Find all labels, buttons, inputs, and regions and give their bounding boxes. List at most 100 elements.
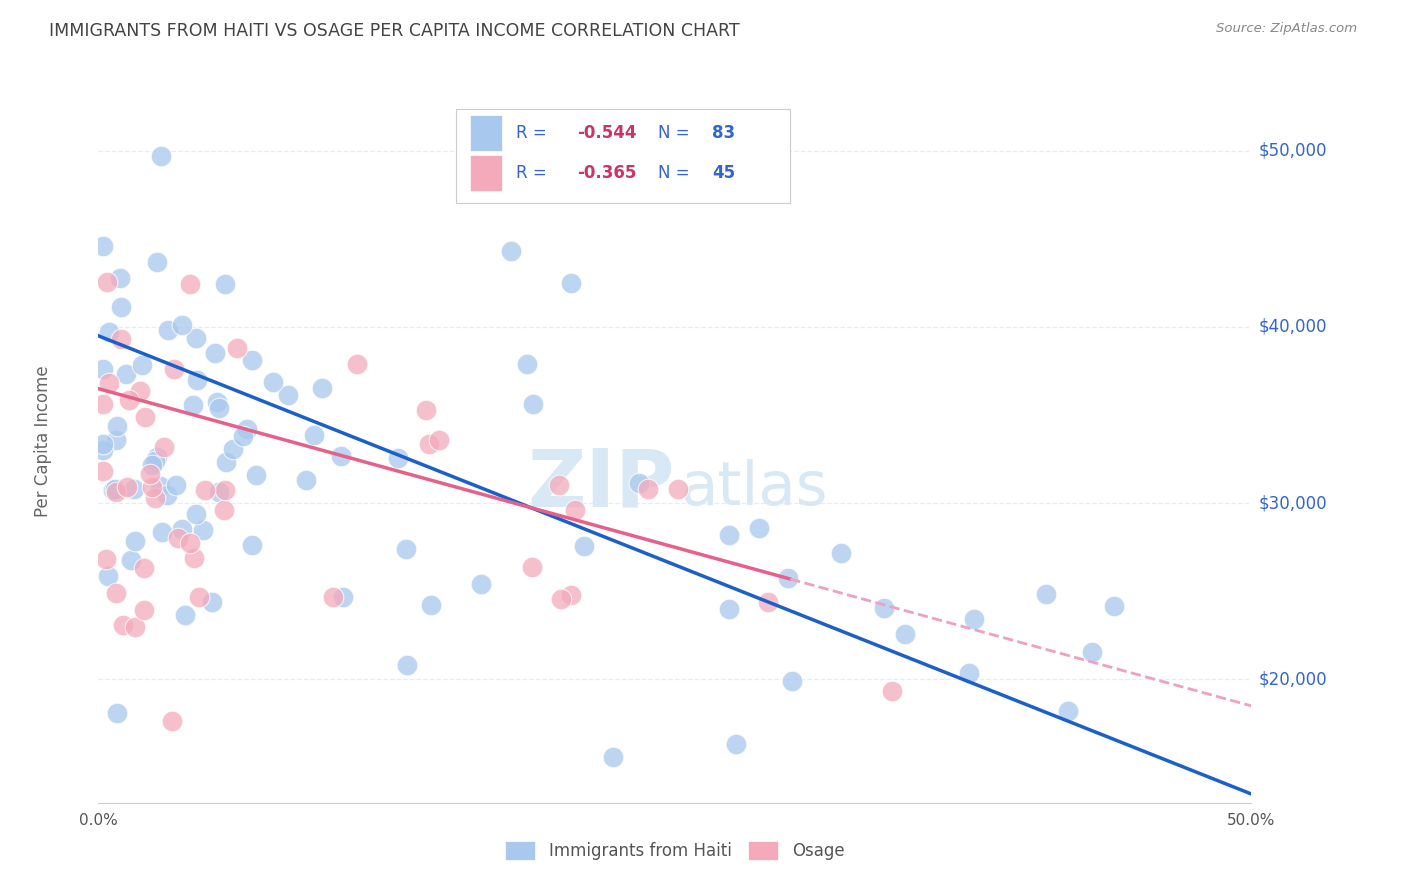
Point bbox=[724, 737, 747, 751]
Text: R =: R = bbox=[516, 164, 551, 182]
Point bbox=[418, 437, 440, 451]
Point bbox=[172, 522, 194, 536]
Point bbox=[204, 346, 226, 360]
Point bbox=[277, 388, 299, 402]
Point bbox=[91, 436, 114, 450]
Point bbox=[191, 523, 214, 537]
Point bbox=[150, 525, 173, 540]
Point bbox=[346, 357, 368, 371]
Point bbox=[139, 467, 162, 481]
Text: atlas: atlas bbox=[681, 459, 828, 518]
Point bbox=[167, 531, 190, 545]
FancyBboxPatch shape bbox=[456, 109, 790, 203]
Point bbox=[1035, 587, 1057, 601]
Point bbox=[160, 714, 183, 729]
Point bbox=[232, 428, 254, 442]
Point bbox=[118, 392, 141, 407]
Point bbox=[143, 491, 166, 505]
Point bbox=[873, 601, 896, 615]
Point bbox=[97, 569, 120, 583]
Point bbox=[153, 440, 176, 454]
Text: $50,000: $50,000 bbox=[1258, 142, 1327, 160]
Point bbox=[205, 395, 228, 409]
Point bbox=[717, 601, 740, 615]
Point bbox=[170, 318, 193, 332]
Point bbox=[157, 323, 180, 337]
Point bbox=[162, 362, 184, 376]
Point bbox=[98, 376, 121, 390]
Point bbox=[560, 276, 582, 290]
Point bbox=[214, 503, 236, 517]
Point bbox=[295, 473, 318, 487]
Point bbox=[756, 595, 779, 609]
Point bbox=[183, 550, 205, 565]
Point bbox=[572, 540, 595, 554]
Point bbox=[548, 478, 571, 492]
Point bbox=[957, 666, 980, 681]
Point bbox=[520, 560, 543, 574]
Point bbox=[963, 612, 986, 626]
Point bbox=[186, 331, 208, 345]
Point bbox=[174, 607, 197, 622]
Point bbox=[194, 483, 217, 497]
Point bbox=[103, 483, 125, 497]
Point bbox=[395, 657, 418, 672]
Point bbox=[96, 275, 118, 289]
Point bbox=[602, 750, 624, 764]
Point bbox=[141, 480, 163, 494]
Text: IMMIGRANTS FROM HAITI VS OSAGE PER CAPITA INCOME CORRELATION CHART: IMMIGRANTS FROM HAITI VS OSAGE PER CAPIT… bbox=[49, 22, 740, 40]
Point bbox=[143, 454, 166, 468]
Text: R =: R = bbox=[516, 124, 551, 142]
Point bbox=[186, 373, 208, 387]
Point bbox=[666, 483, 689, 497]
Point bbox=[226, 341, 249, 355]
Point bbox=[332, 591, 354, 605]
Point bbox=[240, 352, 263, 367]
Point bbox=[187, 591, 209, 605]
Point bbox=[236, 422, 259, 436]
Point bbox=[429, 433, 451, 447]
Point bbox=[780, 673, 803, 688]
Bar bbox=[470, 154, 502, 191]
Point bbox=[501, 244, 523, 258]
Point bbox=[208, 401, 231, 416]
Point bbox=[627, 475, 650, 490]
Point bbox=[214, 483, 236, 497]
Point bbox=[894, 627, 917, 641]
Point bbox=[122, 482, 145, 496]
Point bbox=[132, 561, 155, 575]
Point bbox=[181, 398, 204, 412]
Point bbox=[560, 588, 582, 602]
Point bbox=[637, 482, 659, 496]
Point bbox=[245, 467, 267, 482]
Text: $20,000: $20,000 bbox=[1258, 671, 1327, 689]
Point bbox=[1104, 599, 1126, 614]
Legend: Immigrants from Haiti, Osage: Immigrants from Haiti, Osage bbox=[499, 834, 851, 867]
Point bbox=[1056, 704, 1078, 718]
Point bbox=[97, 325, 120, 339]
Point bbox=[222, 442, 245, 457]
Point bbox=[165, 478, 187, 492]
Text: Source: ZipAtlas.com: Source: ZipAtlas.com bbox=[1216, 22, 1357, 36]
Point bbox=[262, 375, 284, 389]
Point bbox=[105, 706, 128, 720]
Point bbox=[110, 332, 132, 346]
Point bbox=[830, 546, 852, 560]
Point bbox=[91, 397, 114, 411]
Point bbox=[550, 592, 572, 607]
Point bbox=[156, 488, 179, 502]
Point bbox=[112, 618, 135, 632]
Point bbox=[387, 451, 409, 466]
Point bbox=[94, 551, 117, 566]
Point bbox=[129, 384, 152, 399]
Point bbox=[470, 577, 492, 591]
Point bbox=[882, 684, 904, 698]
Point bbox=[91, 238, 114, 252]
Point bbox=[419, 599, 441, 613]
Text: $30,000: $30,000 bbox=[1258, 494, 1327, 512]
Bar bbox=[470, 115, 502, 151]
Text: -0.544: -0.544 bbox=[576, 124, 637, 142]
Point bbox=[304, 428, 326, 442]
Point bbox=[201, 594, 224, 608]
Text: N =: N = bbox=[658, 164, 695, 182]
